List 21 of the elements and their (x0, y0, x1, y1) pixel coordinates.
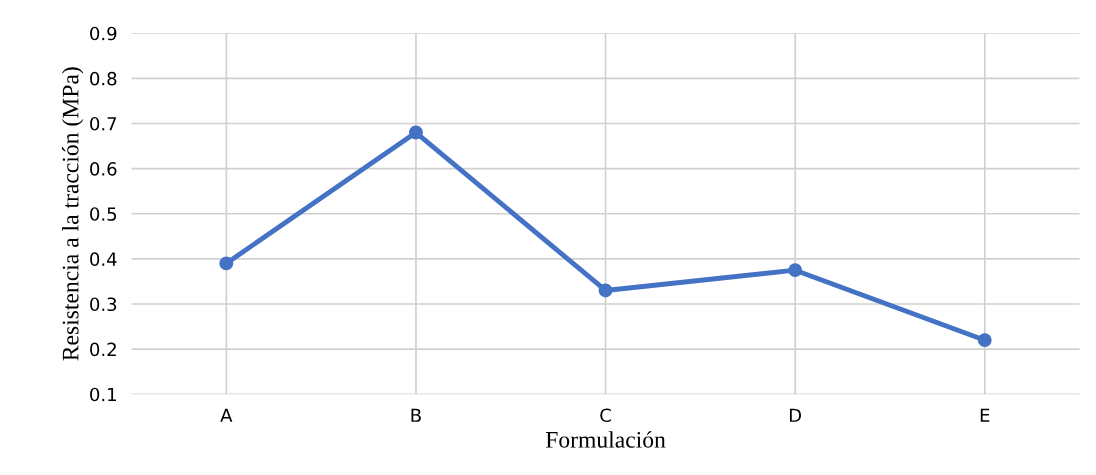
y-tick-label: 0.5 (90, 207, 117, 221)
y-tick-label: 0.3 (90, 297, 117, 312)
x-axis-title: Formulación (545, 431, 666, 448)
x-tick-label: E (980, 408, 990, 422)
x-tick-label: B (411, 408, 421, 422)
y-tick-label: 0.9 (90, 26, 117, 41)
point (408, 125, 423, 140)
y-tick-label: 0.8 (90, 71, 117, 86)
point (977, 333, 992, 348)
y-tick-label: 0.7 (90, 116, 117, 131)
point (219, 256, 234, 271)
x-tick-label: A (220, 408, 233, 422)
y-tick-label: 0.4 (90, 252, 117, 266)
x-tick-label: D (789, 408, 802, 422)
y-tick-label: 0.1 (90, 387, 116, 402)
point (788, 263, 803, 278)
x-tick-label: C (600, 408, 611, 423)
y-axis-title: Resistencia a la tracción (MPa) (61, 67, 84, 361)
y-tick-label: 0.2 (90, 342, 116, 357)
y-tick-label: 0.6 (90, 162, 117, 176)
point (598, 283, 613, 298)
